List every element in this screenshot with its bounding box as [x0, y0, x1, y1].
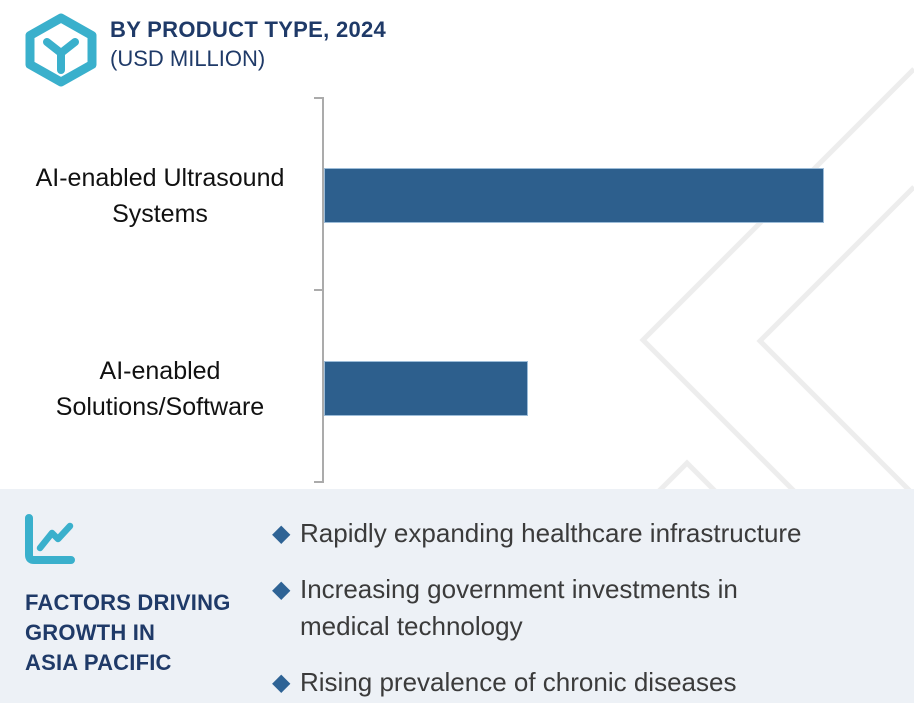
factor-text: Rising prevalence of chronic diseases [300, 667, 737, 697]
axis-tick [314, 289, 323, 291]
category-label-solutions-software: AI-enabled Solutions/Software [55, 357, 265, 421]
chart-title: BY PRODUCT TYPE, 2024 [110, 17, 387, 42]
chart-header: BY PRODUCT TYPE, 2024 (USD MILLION) [110, 16, 386, 72]
factors-panel: FACTORS DRIVING GROWTH IN ASIA PACIFIC ◆… [0, 489, 914, 703]
factor-item: ◆ Rising prevalence of chronic diseases [272, 664, 802, 701]
category-axis-line [322, 97, 324, 483]
bar-ai-enabled-ultrasound-systems [324, 168, 824, 223]
factors-list: ◆ Rapidly expanding healthcare infrastruc… [272, 515, 802, 703]
chart-subtitle: (USD MILLION) [110, 46, 266, 71]
diamond-bullet-icon: ◆ [272, 669, 291, 696]
bar-ai-enabled-solutions-software [324, 361, 528, 416]
diamond-bullet-icon: ◆ [272, 520, 291, 547]
factor-item: ◆ Rapidly expanding healthcare infrastruc… [272, 515, 802, 552]
factor-text: Rapidly expanding healthcare infrastruct… [300, 518, 802, 548]
axis-tick [314, 97, 323, 99]
trend-line-chart-icon [25, 514, 75, 564]
diamond-bullet-icon: ◆ [272, 576, 291, 603]
factors-heading: FACTORS DRIVING GROWTH IN ASIA PACIFIC [25, 590, 231, 675]
category-label-ultrasound-systems: AI-enabled Ultrasound Systems [35, 164, 285, 228]
factor-text: Increasing government investments in med… [300, 574, 738, 641]
axis-tick [314, 481, 323, 483]
factor-item: ◆ Increasing government investments in me… [272, 571, 802, 645]
hexagon-cube-icon [25, 13, 97, 87]
